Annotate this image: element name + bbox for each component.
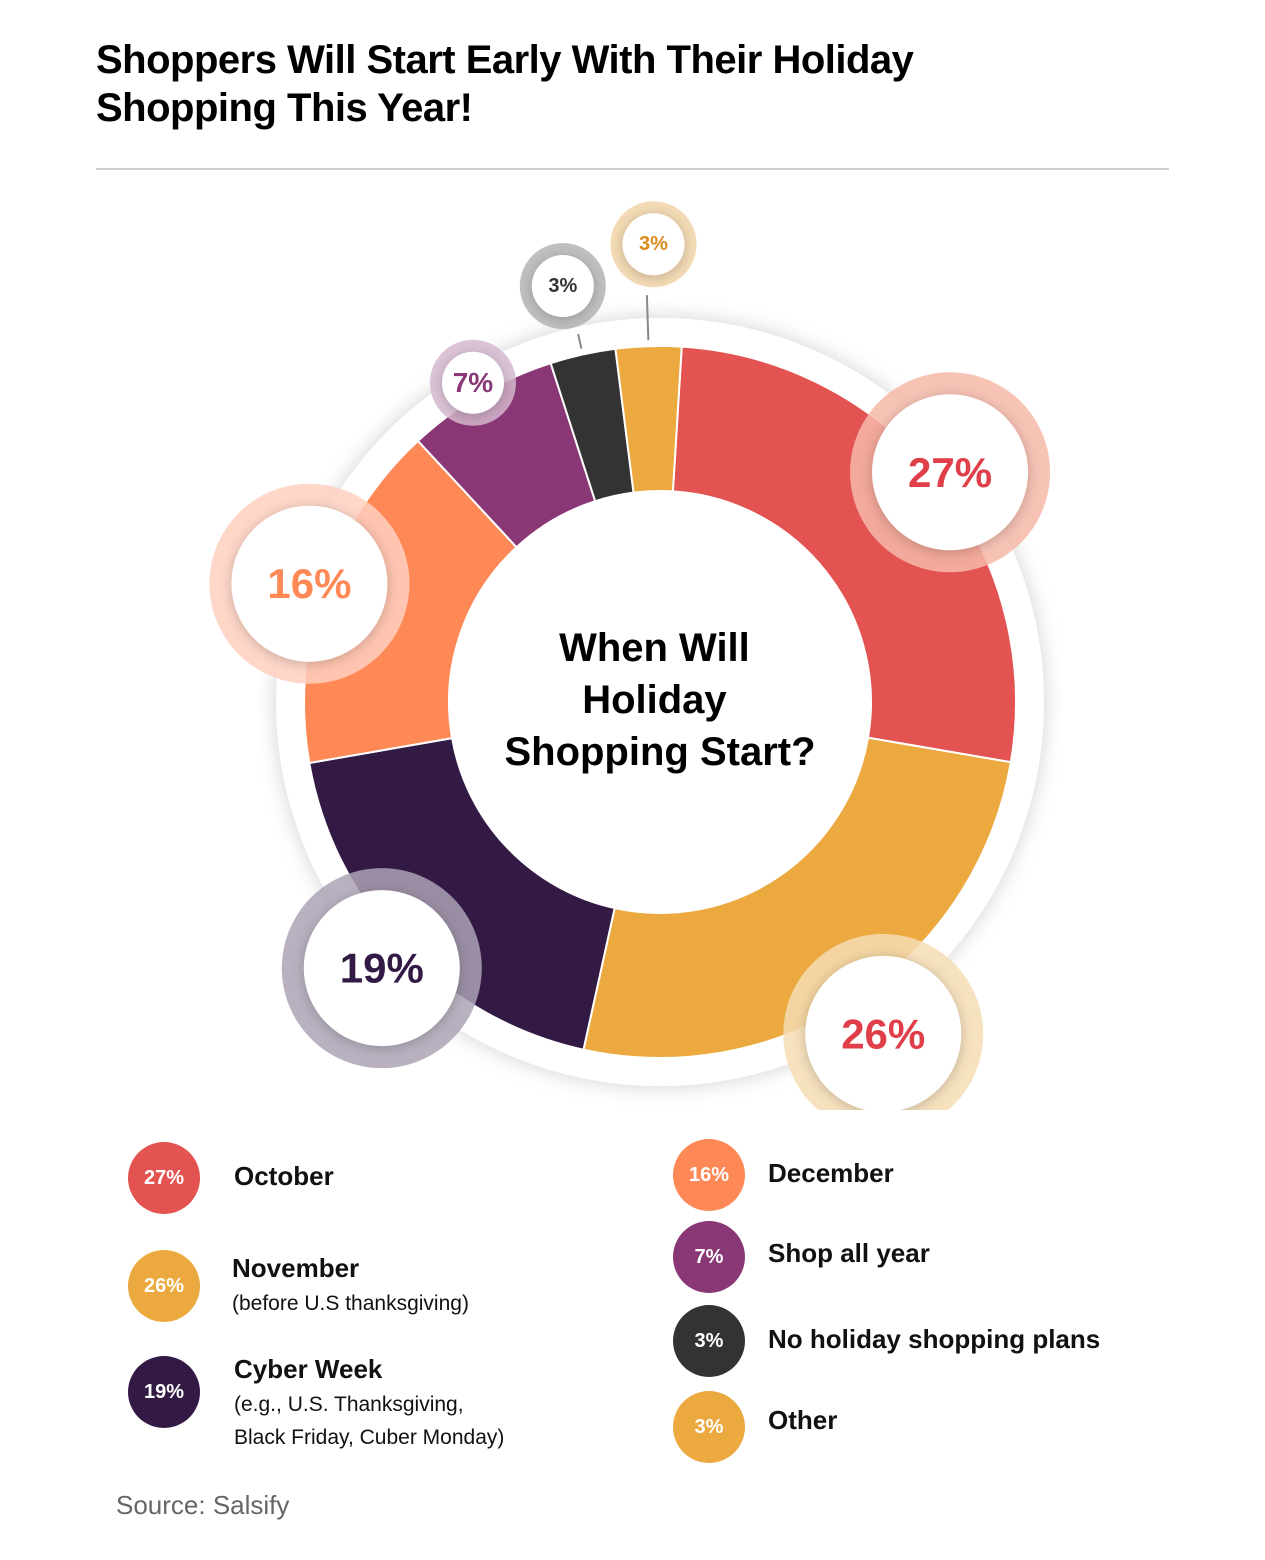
center-title-line-3: Shopping Start? [504,730,815,774]
badge-circle [303,890,460,1047]
legend-sublabel: (before U.S thanksgiving) [232,1292,469,1315]
legend-label: Other [768,1405,838,1435]
badge-circle [231,505,388,662]
legend-label: Shop all year [768,1238,930,1268]
legend-badge: 19% [128,1356,200,1428]
legend-label: November [232,1253,360,1283]
badge-value: 7% [453,367,494,398]
badge-value: 19% [340,945,424,992]
legend-badge: 7% [673,1221,745,1293]
value-badge-october: 27% [850,372,1051,573]
slice-value-badges: 27% 26% 19% 16% 7% 3% 3% [209,201,1051,1110]
legend-label: October [234,1161,334,1191]
donut-hole [449,491,871,913]
badge-circle [622,213,685,276]
legend-label: No holiday shopping plans [768,1324,1101,1354]
value-badge-december: 16% [209,483,410,684]
donut-chart: When Will Holiday Shopping Start? 27% 26%… [209,201,1051,1110]
badge-value: 27% [908,449,992,496]
legend-badge: 16% [673,1139,745,1211]
badge-value: 26% [841,1010,925,1057]
legend-badge: 26% [128,1250,200,1322]
value-badge-no-holiday-shopping-plans: 3% [519,243,606,349]
legend-sublabel-line-1: (e.g., U.S. Thanksgiving, [234,1393,464,1416]
badge-circle [805,955,962,1110]
legend-badge: 3% [673,1391,745,1463]
source-note: Source: Salsify [116,1490,290,1520]
legend-badge: 27% [128,1142,200,1214]
center-title-line-2: Holiday [582,678,727,722]
badge-circle [441,351,504,414]
legend-label: December [768,1158,894,1188]
center-title-line-1: When Will [559,626,750,670]
center-title: When Will Holiday Shopping Start? [504,626,815,774]
title-divider [96,168,1169,170]
value-badge-november: 26% [783,933,984,1110]
donut-slices [303,345,1017,1059]
value-badge-other: 3% [610,201,697,341]
legend-label: Cyber Week [234,1354,383,1384]
badge-value: 16% [267,560,351,607]
badge-value: 3% [639,233,668,255]
legend-badge: 3% [673,1305,745,1377]
chart-title: Shoppers Will Start Early With Their Hol… [96,38,914,130]
badge-circle [531,255,594,318]
legend-sublabel-line-2: Black Friday, Cuber Monday) [234,1426,505,1449]
leader-line [645,295,650,341]
badge-value: 3% [548,275,577,297]
value-badge-shop-all-year: 7% [429,339,516,426]
value-badge-cyber-week: 19% [281,868,482,1069]
badge-circle [872,394,1029,551]
leader-line [577,333,583,349]
